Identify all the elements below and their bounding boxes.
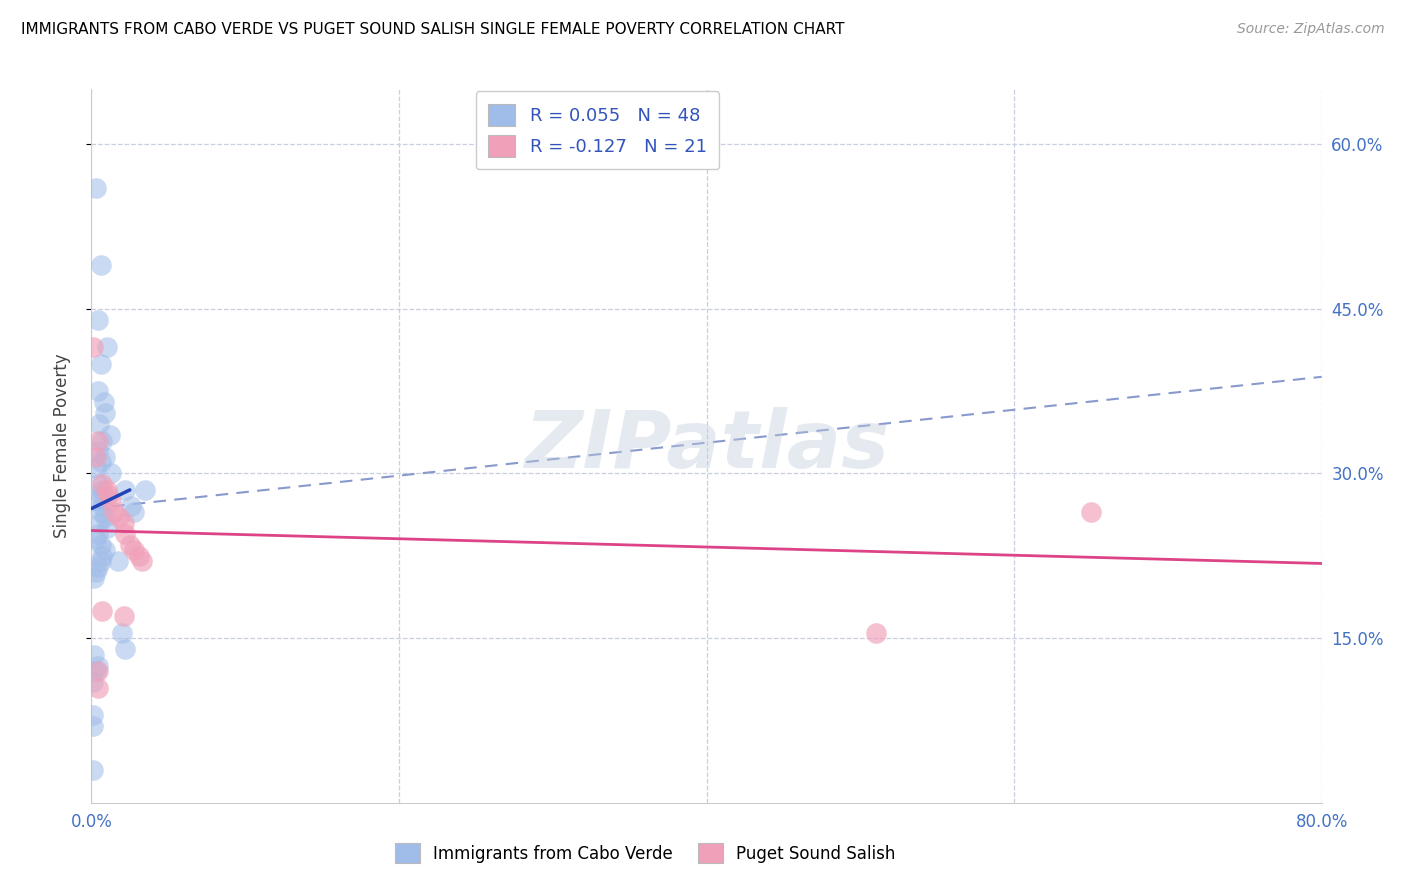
Point (98, 428, 121, 442)
Point (93, 395, 115, 409)
Point (124, 543, 146, 558)
Point (86, 559, 108, 574)
Point (86, 434, 108, 448)
Point (91, 604, 114, 618)
Point (82, 675, 104, 690)
Legend: Immigrants from Cabo Verde, Puget Sound Salish: Immigrants from Cabo Verde, Puget Sound … (381, 830, 908, 877)
Point (82, 340, 104, 354)
Point (112, 516, 135, 530)
Point (114, 526, 136, 541)
Point (86, 526, 108, 541)
Point (86, 477, 108, 491)
Point (86, 664, 108, 678)
Point (86, 658, 108, 673)
Text: Source: ZipAtlas.com: Source: ZipAtlas.com (1237, 22, 1385, 37)
Point (90, 554, 112, 568)
Y-axis label: Single Female Poverty: Single Female Poverty (52, 354, 70, 538)
Point (128, 549, 150, 563)
Point (82, 708, 104, 723)
Point (86, 312, 108, 326)
Point (82, 763, 104, 777)
Point (86, 444, 108, 458)
Point (94, 450, 117, 464)
Point (90, 258, 112, 272)
Point (84, 533, 107, 547)
Point (91, 483, 114, 497)
Point (111, 625, 134, 640)
Point (108, 510, 131, 524)
Point (120, 500, 142, 514)
Point (91, 477, 114, 491)
Point (114, 642, 136, 657)
Text: IMMIGRANTS FROM CABO VERDE VS PUGET SOUND SALISH SINGLE FEMALE POVERTY CORRELATI: IMMIGRANTS FROM CABO VERDE VS PUGET SOUN… (21, 22, 845, 37)
Point (100, 494, 122, 508)
Point (131, 554, 153, 568)
Point (83, 648, 105, 662)
Point (1080, 505, 1102, 519)
Point (91, 549, 114, 563)
Point (114, 483, 136, 497)
Point (87, 417, 110, 431)
Point (90, 357, 112, 371)
Point (96, 521, 118, 535)
Point (118, 538, 141, 552)
Point (94, 406, 117, 420)
Point (86, 384, 108, 398)
Point (107, 554, 129, 568)
Point (124, 505, 146, 519)
Point (96, 340, 118, 354)
Point (91, 500, 114, 514)
Point (90, 505, 112, 519)
Point (100, 467, 122, 481)
Point (86, 494, 108, 508)
Point (103, 505, 125, 519)
Point (865, 625, 887, 640)
Point (84, 664, 107, 678)
Point (84, 450, 107, 464)
Point (134, 483, 156, 497)
Point (94, 543, 117, 558)
Point (112, 609, 135, 624)
Point (90, 538, 112, 552)
Point (96, 483, 118, 497)
Text: ZIPatlas: ZIPatlas (524, 407, 889, 485)
Point (84, 566, 107, 580)
Point (84, 461, 107, 475)
Point (97, 488, 120, 502)
Point (90, 455, 112, 469)
Point (84, 181, 107, 195)
Point (90, 488, 112, 502)
Point (82, 719, 104, 733)
Point (94, 510, 117, 524)
Point (91, 434, 114, 448)
Point (87, 516, 110, 530)
Point (83, 571, 105, 585)
Point (86, 681, 108, 695)
